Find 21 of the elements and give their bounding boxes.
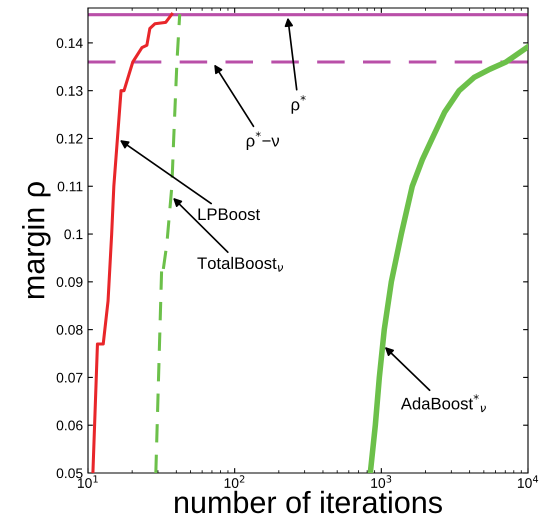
annotation: ρ$^{*}$−ν (246, 131, 280, 150)
y-tick-label: 0.09 (56, 277, 82, 288)
y-tick-label: 0.12 (56, 134, 82, 144)
annotation: LPBoost (198, 208, 260, 220)
y-tick-label: 0.13 (56, 86, 83, 96)
y-tick-label: 0.1 (64, 229, 82, 240)
y-axis-title: margin ρ (22, 182, 51, 298)
annotation: TotalBoost$_{ν}$ (197, 256, 284, 272)
annotation: AdaBoost$^{*}$$_{ν}$ (400, 394, 486, 412)
annotation: ρ$^{*}$ (292, 95, 306, 114)
y-tick-label: 0.07 (56, 372, 82, 383)
x-tick-label: 10$^{2}$ (224, 475, 244, 488)
y-tick-label: 0.14 (56, 38, 83, 48)
y-tick-label: 0.06 (56, 420, 83, 430)
y-tick-label: 0.08 (56, 324, 83, 335)
y-tick-label: 0.05 (56, 468, 83, 478)
line-series (154, 12, 182, 473)
x-axis-title: number of iterations (175, 490, 442, 514)
y-tick-label: 0.11 (58, 182, 82, 192)
x-tick-label: 10$^{4}$ (518, 475, 538, 488)
x-tick-label: 10$^{3}$ (371, 475, 392, 488)
